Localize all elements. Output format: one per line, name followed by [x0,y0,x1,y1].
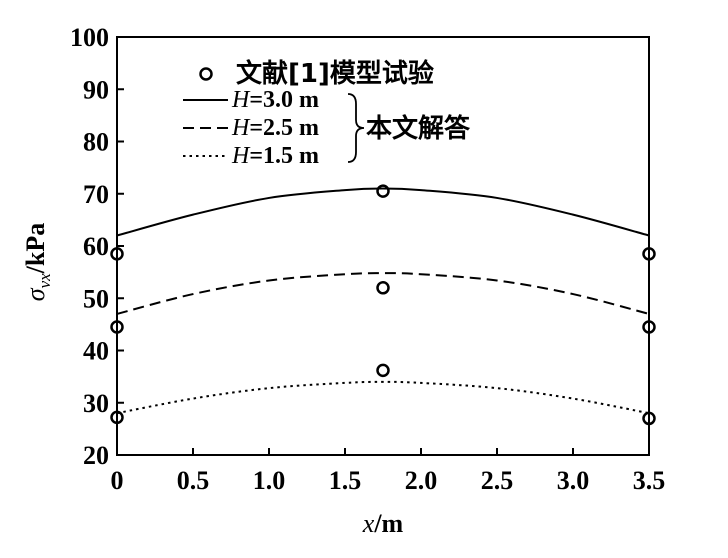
series-line-2 [116,380,650,415]
legend-scatter-label: 文献[1]模型试验 [236,58,434,89]
x-axis-label: x/m [362,509,404,538]
legend-line-label-2-5-value: =2.5 m [249,115,319,141]
y-tick-label: 60 [83,232,109,261]
legend-line-label-2-5-var: H [231,115,251,141]
legend-line-label-1-5-value: =1.5 m [249,143,319,169]
legend-line-label-2-5: H=2.5 m [231,115,319,141]
y-tick-label: 100 [70,23,109,52]
y-axis-label: σvx/kPa [21,223,54,302]
y-tick-label: 70 [83,180,109,209]
legend-line-label-3: H=3.0 m [231,87,319,113]
y-tick-label: 20 [83,441,109,470]
legend-group-label: 本文解答 [366,113,471,144]
x-axis-ticks: 0 0.5 1.0 1.5 2.0 2.5 3.0 3.5 [111,448,666,495]
x-tick-label: 2.5 [481,466,514,495]
legend-line-label-1-5-var: H [231,143,251,169]
y-tick-label: 90 [83,75,109,104]
x-tick-label: 3.5 [633,466,666,495]
line-series-group [116,187,650,415]
x-tick-label: 0 [111,466,124,495]
series-line-0 [116,187,650,237]
scatter-series-group [110,184,656,426]
x-tick-label: 1.5 [329,466,362,495]
scatter-point-3 [110,320,124,334]
scatter-point-0 [110,247,124,261]
scatter-point-4 [376,281,390,295]
x-tick-label: 0.5 [177,466,210,495]
scatter-point-1 [376,184,390,198]
legend-line-label-3-var: H [231,87,251,113]
x-tick-label: 2.0 [405,466,438,495]
scatter-point-5 [642,320,656,334]
scatter-point-6 [110,410,124,425]
y-axis-label-unit: /kPa [21,223,50,275]
x-tick-label: 1.0 [253,466,286,495]
legend-line-label-3-value: =3.0 m [249,87,319,113]
scatter-point-7 [376,363,390,378]
scatter-point-8 [642,411,656,426]
legend-brace [347,93,365,163]
y-tick-label: 40 [83,337,109,366]
y-tick-label: 50 [83,284,109,313]
y-axis-label-sub: vx [35,273,54,289]
y-axis-ticks: 20 30 40 50 60 70 80 90 100 [70,23,124,470]
svg-text:σvx/kPa: σvx/kPa [21,223,54,302]
y-axis-label-var: σ [21,287,50,301]
legend-scatter-marker [199,67,213,81]
x-tick-label: 3.0 [557,466,590,495]
legend-line-label-1-5: H=1.5 m [231,143,319,169]
legend: 文献[1]模型试验 H=3.0 m H=2.5 m H=1.5 m 本文解答 [183,58,471,169]
scatter-point-2 [642,247,656,261]
x-axis-label-unit: /m [373,509,403,538]
y-tick-label: 80 [83,128,109,157]
y-tick-label: 30 [83,389,109,418]
x-axis-label-var: x [362,509,375,538]
